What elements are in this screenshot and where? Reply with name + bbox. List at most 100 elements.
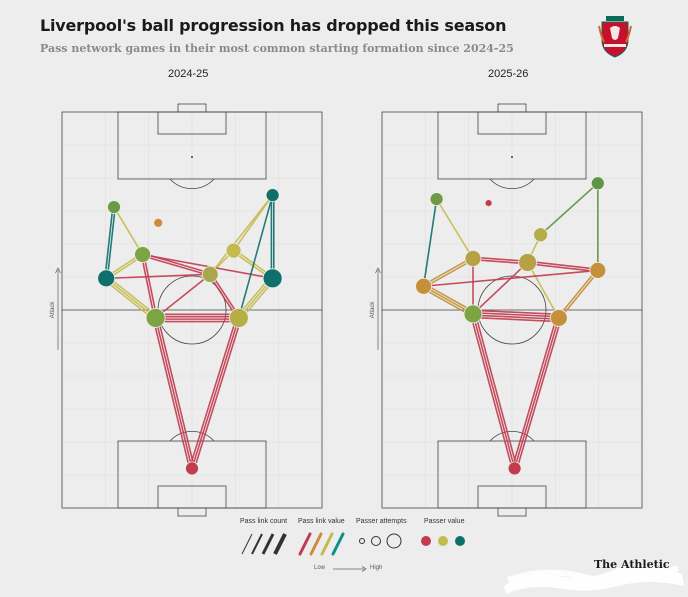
penalty-spot-top [511, 156, 513, 158]
player-node-ST [153, 217, 164, 228]
penalty-spot-top [191, 156, 193, 158]
pass-link-strand [423, 258, 475, 289]
pass-link-LCB-CM [472, 261, 529, 315]
pass-link-strand [105, 277, 157, 319]
legend-passer-attempts-title: Passer attempts [356, 518, 407, 525]
pass-link-GK-RCB [188, 316, 242, 470]
player-node-RB [589, 261, 607, 279]
pass-link-LB-LW [104, 206, 116, 280]
player-node-LB [415, 277, 432, 295]
pitch-markings [61, 103, 323, 517]
pass-link-LCB-LB [103, 275, 158, 321]
player-node-RCB [228, 308, 249, 328]
legend-scale-arrow-icon [333, 566, 367, 572]
goal-top [177, 103, 207, 113]
player-node-RM [533, 227, 549, 243]
pass-link-strand [106, 206, 116, 280]
attack-arrow-head-icon [55, 267, 61, 274]
pass-link-LCB-LB [421, 283, 475, 317]
pass-link-strand [422, 285, 474, 315]
pass-link-RM-RW [539, 182, 599, 236]
pass-link-CM-RW [209, 194, 274, 276]
pitch-markings [381, 103, 643, 517]
goal-top [497, 103, 527, 113]
player-node-GK [185, 461, 199, 476]
penalty-arc-bottom [489, 431, 535, 442]
pass-link-strand [157, 316, 196, 469]
brand-logo: The Athletic [594, 558, 670, 571]
pass-link-LCB-LM [140, 253, 158, 319]
pass-link-RB-RW [270, 194, 275, 280]
pass-link-strand [513, 317, 560, 470]
pass-link-strand [516, 317, 562, 470]
player-node-LB [97, 269, 116, 288]
pass-link-strand [421, 287, 473, 317]
pass-link-strand [511, 316, 558, 469]
page-subtitle: Pass network games in their most common … [40, 42, 514, 55]
pass-link-strand [188, 316, 238, 469]
player-node-ST [484, 199, 493, 207]
pass-link-strand [472, 261, 529, 315]
player-node-LW [429, 192, 444, 207]
penalty-arc-top [169, 178, 215, 189]
pass-link-RCB-CM [526, 261, 560, 319]
player-node-CM [201, 265, 219, 283]
legend-value-line [331, 532, 345, 556]
pass-link-strand [526, 262, 599, 273]
player-node-RM [225, 242, 242, 259]
player-node-RW [590, 176, 605, 191]
pass-link-strand [113, 206, 144, 256]
pass-link-strand [106, 275, 158, 317]
attack-label: Attack [370, 301, 376, 319]
player-node-LCB [145, 308, 166, 328]
legend-value-line [298, 532, 312, 556]
player-node-RB [262, 268, 283, 289]
pass-link-strand [152, 317, 191, 470]
pass-link-strand [142, 253, 158, 319]
pass-link-strand [193, 317, 242, 470]
pass-link-strand [238, 194, 274, 319]
pass-link-strand [422, 198, 438, 288]
pass-link-strand [472, 311, 560, 318]
pass-network-pitch-2024-25: Attack [50, 103, 323, 517]
pass-link-strand [472, 313, 516, 470]
pass-link-LW-LM [113, 206, 144, 256]
page-title: Liverpool's ball progression has dropped… [40, 16, 507, 35]
pass-link-strand [472, 314, 560, 320]
pass-link-LB-LM [422, 256, 475, 289]
pass-link-strand [539, 182, 599, 236]
attack-label: Attack [50, 301, 56, 319]
pitch-title-2025-26: 2025-26 [488, 68, 529, 80]
pass-link-RCB-RW [238, 194, 274, 319]
pass-link-strand [209, 194, 274, 276]
legend-value-line [320, 532, 334, 556]
pass-link-strand [435, 198, 474, 260]
pass-link-strand [422, 269, 599, 288]
pass-link-RCB-RB [557, 268, 600, 320]
pass-link-LCB-RCB [472, 309, 560, 323]
player-node-LM [464, 250, 482, 267]
legend-pass-link-count-title: Pass link count [240, 518, 288, 525]
pass-link-GK-RCB [511, 316, 562, 470]
legend-passer-value-swatch [421, 536, 465, 546]
pass-link-strand [103, 279, 155, 321]
pass-link-strand [140, 254, 156, 319]
pass-link-LB-LW [422, 198, 438, 288]
pass-link-strand [472, 316, 560, 323]
pass-link-strand [422, 256, 474, 286]
legend-value-line [309, 532, 323, 556]
pass-link-GK-LCB [469, 312, 518, 470]
goal-bottom [177, 507, 207, 517]
pass-link-strand [558, 270, 600, 320]
pitch-title-2024-25: 2024-25 [168, 68, 209, 80]
pass-link-strand [557, 268, 598, 318]
player-node-CM [518, 253, 538, 272]
player-node-RCB [549, 309, 568, 327]
legend-passer-value-dot [455, 536, 465, 546]
legend-pass-link-value-swatch [298, 532, 345, 556]
goal-bottom [497, 507, 527, 517]
legend-pass-link-count-swatch [241, 533, 287, 555]
pass-network-pitch-2025-26: Attack [370, 103, 643, 517]
pass-link-strand [105, 273, 211, 280]
pass-link-strand [141, 254, 211, 277]
